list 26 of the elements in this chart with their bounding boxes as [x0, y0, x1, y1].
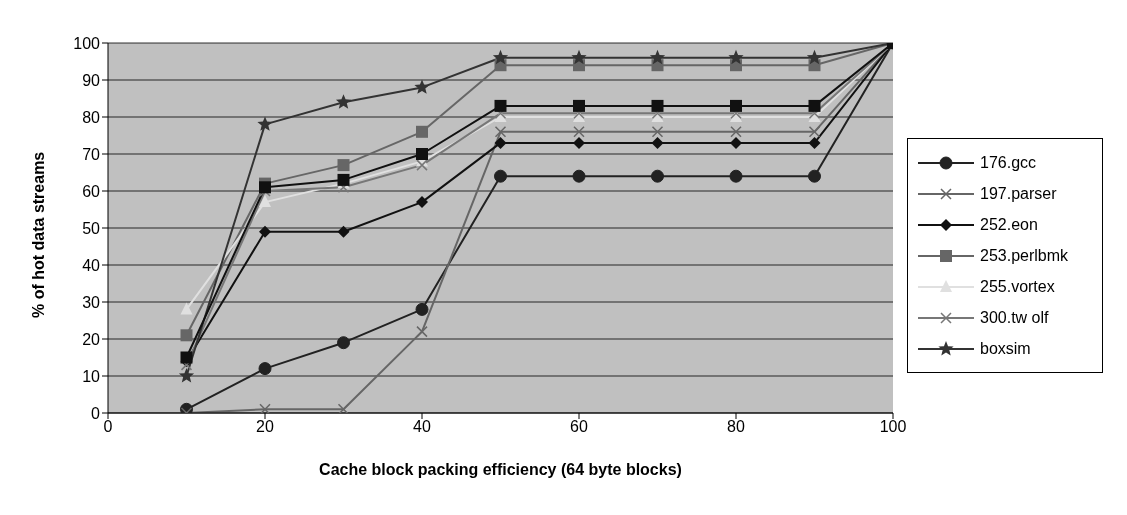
x-tick-label: 60 — [570, 418, 588, 436]
legend-label: 176.gcc — [980, 153, 1037, 172]
y-tick-label: 30 — [82, 293, 101, 311]
y-tick-label: 0 — [91, 404, 101, 422]
x-tick-label: 40 — [413, 418, 431, 436]
y-tick-label: 80 — [82, 108, 101, 126]
legend-label: boxsim — [980, 339, 1031, 358]
x-axis-title: Cache block packing efficiency (64 byte blocks) — [319, 461, 682, 478]
y-tick-label: 60 — [82, 182, 101, 200]
y-tick-label: 90 — [82, 71, 101, 89]
x-tick-label: 80 — [727, 418, 745, 436]
legend-label: 300.tw olf — [980, 308, 1049, 327]
x-tick-label: 20 — [256, 418, 274, 436]
x-tick-label: 0 — [103, 418, 113, 436]
y-axis-title: % of hot data streams — [29, 151, 47, 318]
y-tick-label: 40 — [82, 256, 101, 274]
legend-label: 255.vortex — [980, 277, 1055, 296]
y-tick-label: 50 — [82, 219, 101, 237]
y-tick-label: 10 — [82, 367, 101, 385]
y-tick-label: 70 — [82, 145, 101, 163]
y-tick-label: 20 — [82, 330, 101, 348]
x-tick-label: 100 — [879, 418, 907, 436]
legend-label: 252.eon — [980, 215, 1038, 234]
legend-label: 197.parser — [980, 184, 1057, 203]
legend-label: 253.perlbmk — [980, 246, 1069, 265]
y-tick-label: 100 — [73, 34, 101, 52]
